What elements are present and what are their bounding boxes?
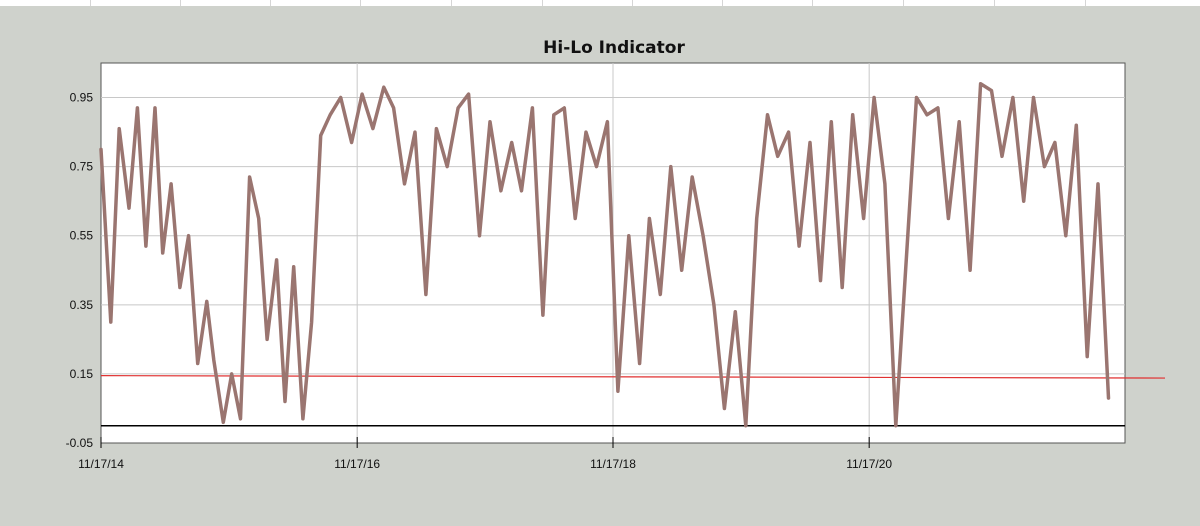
strip-divider bbox=[360, 0, 361, 6]
strip-divider bbox=[270, 0, 271, 6]
strip-divider bbox=[542, 0, 543, 6]
y-tick-label: 0.35 bbox=[70, 298, 94, 312]
strip-divider bbox=[451, 0, 452, 6]
y-tick-label: 0.15 bbox=[70, 367, 94, 381]
series-group bbox=[99, 81, 1111, 428]
strip-divider bbox=[632, 0, 633, 6]
y-tick-label: 0.95 bbox=[70, 91, 94, 105]
x-tick-label: 11/17/20 bbox=[846, 457, 892, 471]
x-tick-label: 11/17/14 bbox=[78, 457, 124, 471]
axes bbox=[100, 375, 1166, 448]
y-tick-label: 0.75 bbox=[70, 160, 94, 174]
strip-divider bbox=[903, 0, 904, 6]
top-border-strip bbox=[0, 0, 1200, 6]
hi-lo-series-line bbox=[99, 81, 1111, 428]
x-tick-label: 11/17/18 bbox=[590, 457, 636, 471]
y-tick-label: -0.05 bbox=[66, 436, 94, 450]
reference-line bbox=[100, 375, 1166, 379]
strip-divider bbox=[722, 0, 723, 6]
strip-divider bbox=[812, 0, 813, 6]
strip-divider bbox=[994, 0, 995, 6]
chart-title: Hi-Lo Indicator bbox=[543, 38, 685, 58]
x-tick-label: 11/17/16 bbox=[334, 457, 380, 471]
y-tick-label: 0.55 bbox=[70, 229, 94, 243]
strip-divider bbox=[90, 0, 91, 6]
strip-divider bbox=[1085, 0, 1086, 6]
strip-divider bbox=[180, 0, 181, 6]
tick-labels: 0.95 0.75 0.55 0.35 0.15 -0.05 11/17/14 11/17/1… bbox=[66, 91, 893, 471]
